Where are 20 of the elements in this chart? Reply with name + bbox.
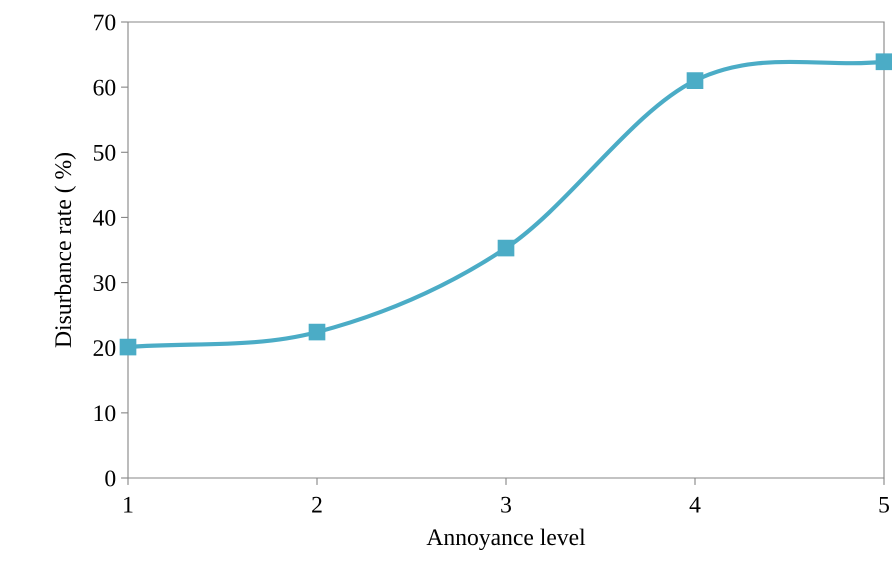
- x-axis-title: Annoyance level: [426, 528, 586, 550]
- y-axis-title: Disurbance rate ( %): [54, 153, 76, 348]
- point: [308, 324, 326, 340]
- y-tick-label: 10: [94, 405, 116, 422]
- point: [120, 338, 136, 356]
- point: [876, 53, 892, 70]
- y-tick-label: 20: [94, 340, 116, 356]
- y-tick-label: 70: [94, 14, 116, 30]
- y-tick-label: 60: [94, 80, 116, 96]
- point: [686, 72, 704, 89]
- x-tick-label: 4: [690, 496, 701, 512]
- y-tick-label: 40: [93, 210, 116, 226]
- y-tick-label: 50: [94, 144, 116, 161]
- x-tick-label: 2: [312, 496, 322, 512]
- y-tick-label: 0: [105, 470, 116, 486]
- point: [498, 240, 514, 256]
- x-tick-label: 5: [879, 496, 889, 513]
- x-tick-label: 3: [501, 496, 511, 513]
- x-tick-label: 1: [124, 496, 132, 512]
- y-tick-label: 30: [94, 275, 116, 291]
